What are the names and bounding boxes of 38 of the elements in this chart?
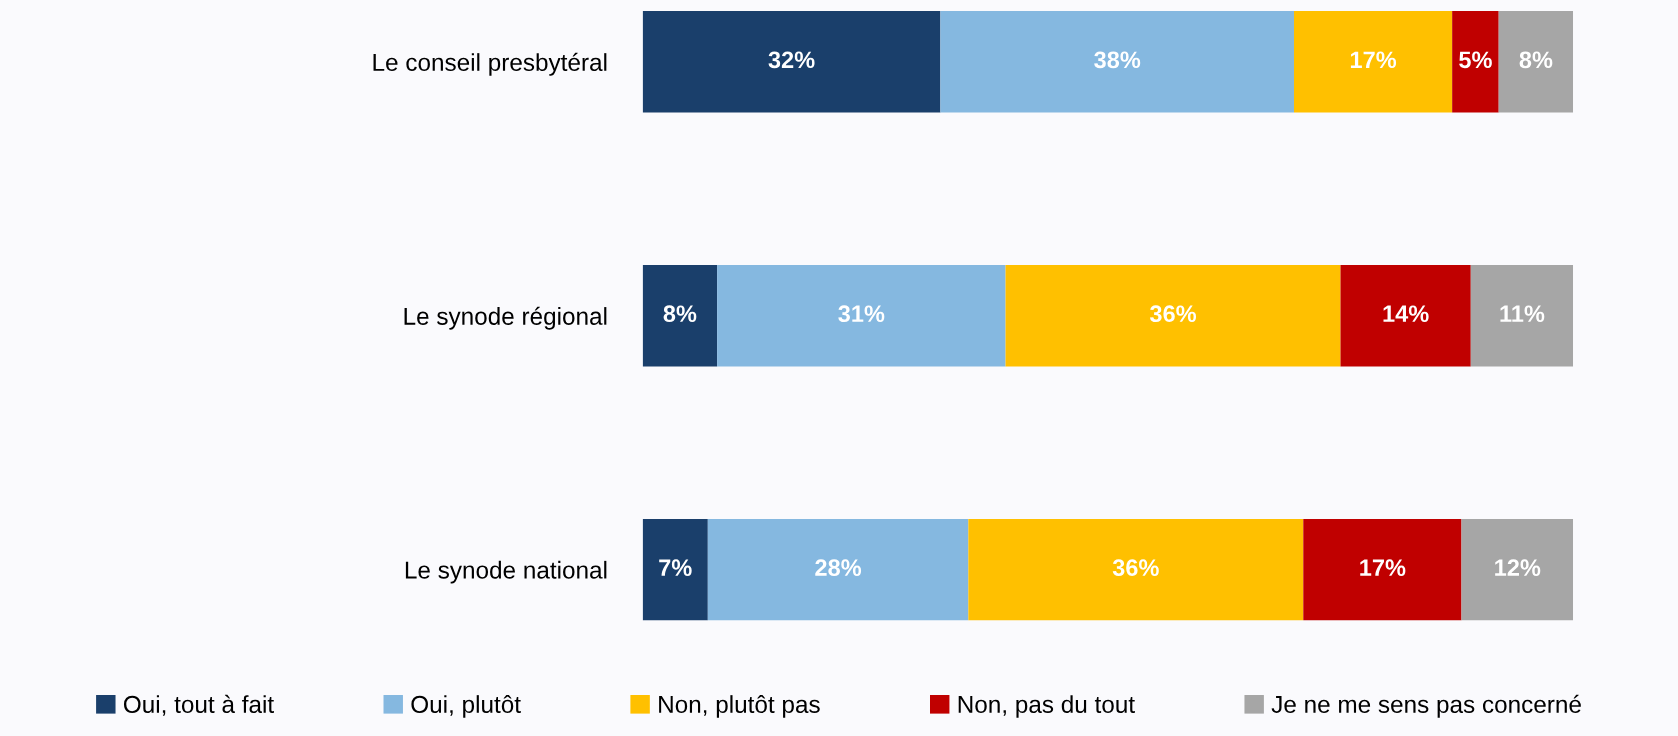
data-label: 5% (1459, 51, 1492, 69)
legend-label: Non, pas du tout (958, 695, 1135, 718)
bar (642, 11, 941, 113)
y-tick-label: Le synode national (405, 560, 607, 584)
bar (1498, 11, 1574, 113)
bar (1340, 264, 1471, 367)
data-label: 8% (663, 305, 697, 323)
bar (940, 11, 1294, 113)
data-label: 36% (1149, 305, 1197, 323)
legend-label: Je ne me sens pas concerné (1271, 694, 1581, 718)
data-label: 32% (768, 51, 815, 69)
data-label: 17% (1350, 51, 1397, 69)
bar (642, 264, 718, 367)
bar (1293, 11, 1453, 113)
y-tick-label: Le conseil presbytéral (373, 52, 607, 76)
bar (1470, 264, 1574, 367)
data-label: 14% (1383, 305, 1429, 323)
bar (1005, 264, 1341, 367)
bar (707, 518, 969, 621)
bar (1461, 518, 1574, 621)
data-label: 38% (1094, 51, 1141, 69)
bar (717, 264, 1006, 367)
data-label: 11% (1500, 305, 1545, 323)
bar (642, 518, 708, 621)
legend-label: Non, plutôt pas (659, 695, 820, 718)
data-label: 17% (1360, 559, 1406, 576)
data-label: 28% (815, 559, 862, 576)
legend-label: Oui, plutôt (411, 695, 521, 718)
legend-label: Oui, tout à fait (123, 694, 274, 716)
data-label: 31% (838, 305, 885, 323)
bar (1303, 518, 1462, 621)
data-label: 7% (659, 559, 692, 576)
data-label: 12% (1495, 559, 1541, 576)
data-label: 8% (1519, 51, 1553, 69)
y-tick-label: Le synode régional (404, 306, 607, 330)
bar (968, 518, 1304, 621)
bar (1452, 11, 1499, 113)
data-label: 36% (1112, 559, 1159, 577)
